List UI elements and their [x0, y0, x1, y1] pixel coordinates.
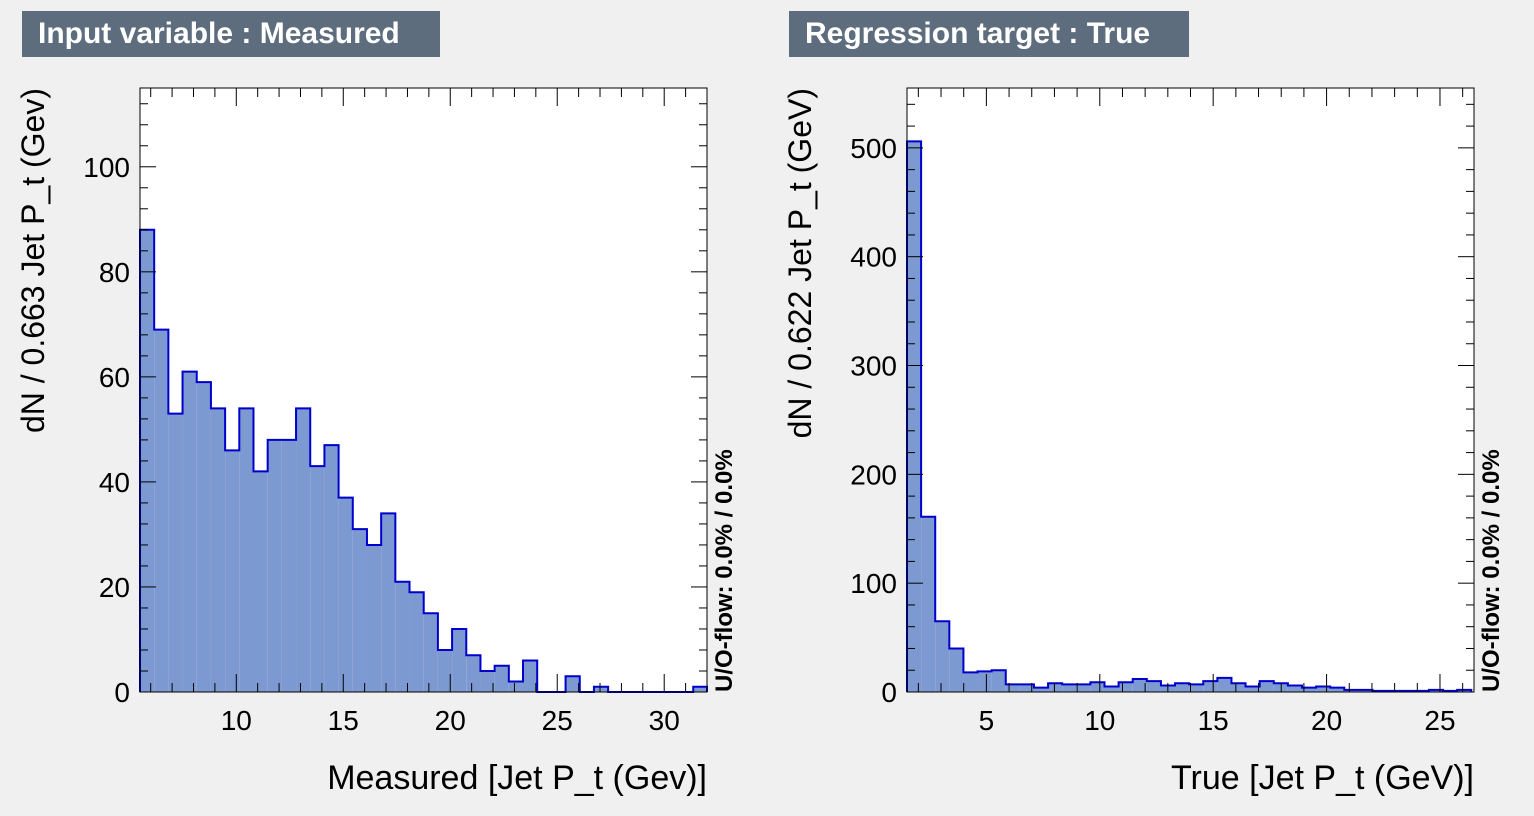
histogram-bar	[1330, 687, 1345, 692]
y-tick-label: 40	[99, 467, 130, 498]
histogram-bar	[154, 329, 169, 692]
histogram-bar	[1048, 683, 1063, 692]
histogram-bar	[593, 686, 609, 692]
histogram-bar	[296, 408, 311, 692]
histogram-bar	[1076, 684, 1091, 692]
chart-title-true: Regression target : True	[789, 11, 1189, 57]
x-tick-label: 25	[542, 705, 573, 736]
histogram-bar	[935, 621, 950, 692]
histogram-bar	[267, 439, 282, 692]
histogram-bar	[508, 681, 524, 692]
histogram-bar	[466, 655, 481, 692]
histogram-bar	[239, 408, 254, 692]
histogram-bar	[907, 141, 922, 693]
histogram-bar	[1245, 686, 1260, 692]
x-tick-label: 15	[1198, 705, 1229, 736]
overflow-label: U/O-flow: 0.0% / 0.0%	[1478, 449, 1505, 692]
histogram-bar	[1189, 684, 1204, 692]
x-axis-label: True [Jet P_t (GeV)]	[1171, 759, 1474, 797]
x-tick-label: 10	[1084, 705, 1115, 736]
x-tick-label: 25	[1424, 705, 1455, 736]
histogram-bar	[381, 513, 396, 692]
histogram-bar	[253, 471, 268, 692]
histogram-bar	[991, 670, 1006, 692]
x-tick-label: 15	[328, 705, 359, 736]
y-axis-label: dN / 0.622 Jet P_t (GeV)	[782, 88, 818, 438]
plot-area	[907, 88, 1474, 692]
histogram-bar	[324, 445, 339, 692]
x-tick-label: 30	[649, 705, 680, 736]
histogram-bar	[1118, 682, 1133, 692]
x-tick-label: 10	[221, 705, 252, 736]
y-tick-label: 200	[850, 459, 897, 490]
y-tick-label: 100	[850, 568, 897, 599]
histogram-bar	[452, 628, 467, 692]
histogram-bar	[437, 649, 453, 692]
y-tick-label: 0	[881, 677, 897, 708]
histogram-bar	[921, 516, 936, 692]
histogram-bar	[210, 408, 226, 692]
y-axis-label: dN / 0.663 Jet P_t (Gev)	[15, 88, 51, 433]
histogram-bar	[225, 450, 240, 692]
histogram-bar	[1104, 686, 1119, 692]
histogram-bar	[523, 660, 538, 692]
histogram-bar	[352, 529, 367, 692]
histogram-bar	[480, 670, 495, 692]
histogram-bar	[1301, 687, 1317, 692]
x-tick-label: 20	[435, 705, 466, 736]
y-tick-label: 20	[99, 572, 130, 603]
histogram-bar	[1428, 689, 1444, 692]
histogram-bar	[1132, 678, 1147, 692]
overflow-label: U/O-flow: 0.0% / 0.0%	[711, 449, 738, 692]
y-tick-label: 100	[83, 152, 130, 183]
histogram-bar	[1344, 689, 1359, 692]
histogram-bar	[1358, 689, 1373, 692]
histogram-bar	[693, 686, 707, 692]
plot-frame	[139, 87, 708, 693]
histogram-bar	[1175, 683, 1190, 692]
histogram-bar	[1062, 684, 1077, 692]
x-axis-label: Measured [Jet P_t (Gev)]	[327, 759, 707, 797]
y-tick-label: 0	[114, 677, 130, 708]
histogram-bar	[182, 371, 197, 692]
histogram-bar	[1259, 681, 1274, 692]
histogram-bar	[1316, 686, 1331, 692]
histogram-bar	[949, 648, 964, 692]
histogram-bar	[168, 413, 183, 692]
histogram-bar	[409, 592, 424, 692]
histogram-bar	[1217, 677, 1232, 692]
histogram-bar	[1005, 684, 1020, 692]
y-tick-label: 400	[850, 242, 897, 273]
histogram-bar	[1033, 687, 1049, 692]
histogram-bar	[1146, 681, 1161, 692]
histogram-bar	[977, 671, 992, 692]
histogram-bar	[963, 672, 978, 692]
histogram-bar	[366, 544, 382, 692]
histogram-bar	[1457, 689, 1472, 692]
chart-title-measured: Input variable : Measured	[22, 11, 440, 57]
histogram-bar	[1203, 681, 1218, 692]
histogram-bar	[565, 676, 580, 692]
histogram-bar	[1231, 683, 1246, 692]
histogram-bar	[196, 382, 211, 692]
histogram-bar	[338, 497, 353, 692]
y-tick-label: 60	[99, 362, 130, 393]
histogram-bar	[281, 439, 297, 692]
histogram-bar	[1019, 684, 1034, 692]
histogram-bar	[395, 581, 410, 692]
histogram-bar	[310, 466, 325, 692]
histogram-bar	[423, 613, 438, 692]
y-tick-label: 80	[99, 257, 130, 288]
histogram-bar	[494, 665, 509, 692]
x-tick-label: 5	[979, 705, 995, 736]
x-tick-label: 20	[1311, 705, 1342, 736]
y-tick-label: 300	[850, 351, 897, 382]
histogram-bar	[1287, 685, 1302, 692]
histogram-bar	[1090, 682, 1105, 692]
y-tick-label: 500	[850, 133, 897, 164]
histogram-outline	[906, 140, 1473, 692]
